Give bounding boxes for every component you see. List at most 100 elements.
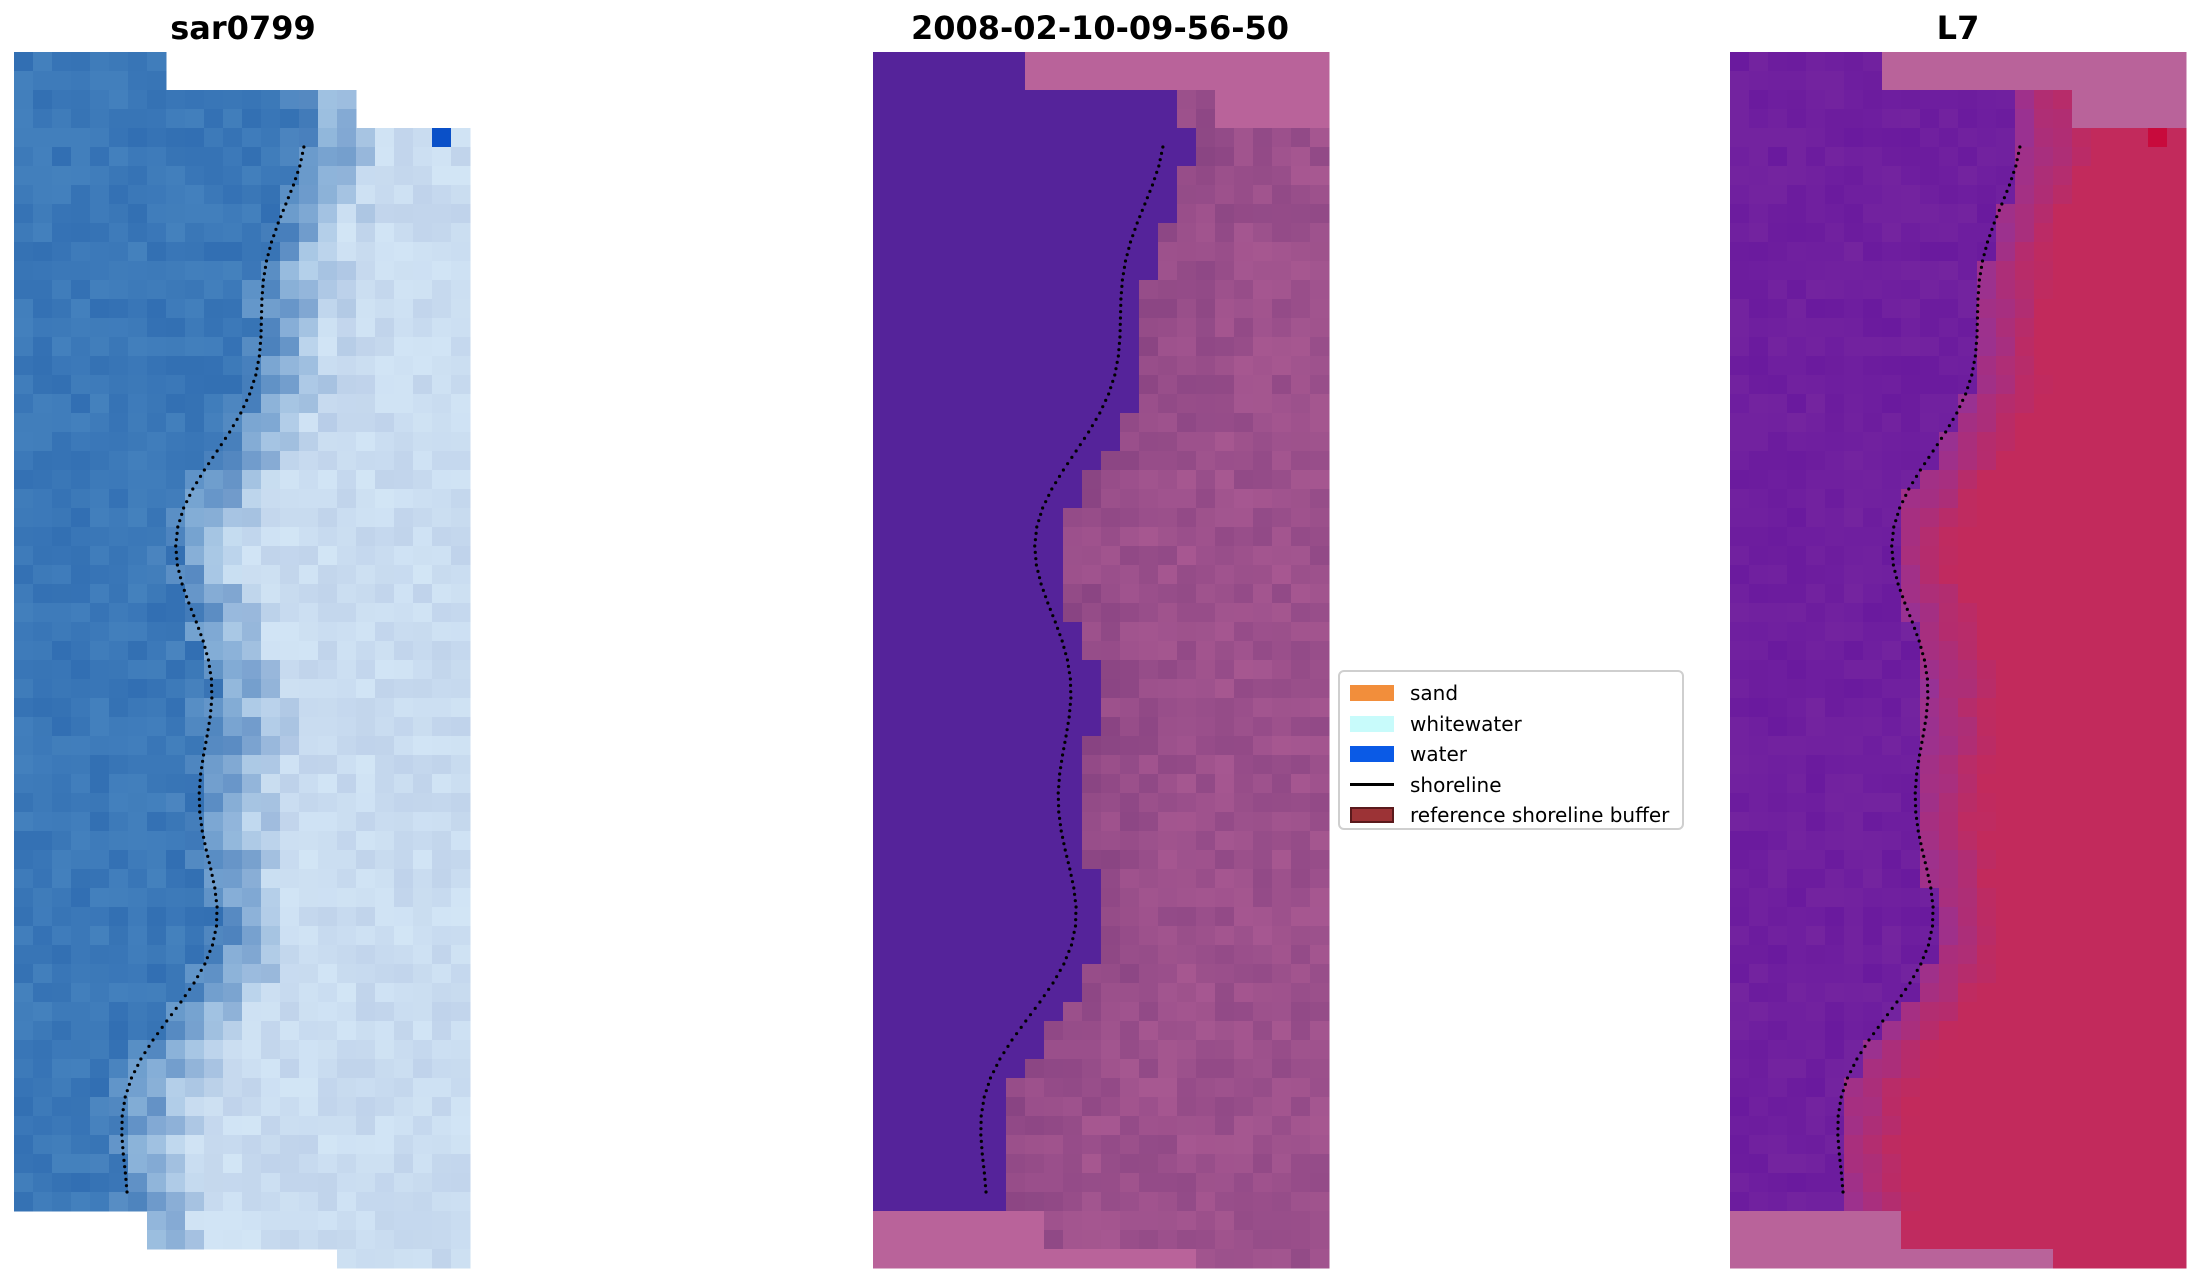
- pixel-block: [1977, 90, 1997, 110]
- pixel-block: [1977, 584, 1997, 604]
- pixel-block: [71, 299, 91, 319]
- pixel-block: [1730, 1249, 1750, 1269]
- pixel-block: [2034, 147, 2054, 167]
- pixel-block: [394, 546, 414, 566]
- pixel-block: [1901, 983, 1921, 1003]
- pixel-block: [2091, 356, 2111, 376]
- pixel-block: [1044, 451, 1064, 471]
- pixel-block: [1730, 147, 1750, 167]
- pixel-block: [1844, 52, 1864, 72]
- shoreline-point: [2009, 177, 2014, 181]
- shoreline-point: [1893, 569, 1897, 573]
- pixel-block: [52, 736, 72, 756]
- pixel-block: [413, 508, 433, 528]
- pixel-block: [949, 1078, 969, 1098]
- pixel-block: [1977, 1154, 1997, 1174]
- pixel-block: [1996, 204, 2016, 224]
- pixel-block: [1044, 926, 1064, 946]
- pixel-block: [2167, 641, 2187, 661]
- shoreline-point: [1123, 259, 1128, 263]
- pixel-block: [2167, 1097, 2187, 1117]
- pixel-block: [337, 964, 357, 984]
- pixel-block: [1806, 394, 1826, 414]
- shoreline-point: [121, 1108, 125, 1112]
- pixel-block: [2053, 622, 2073, 642]
- pixel-block: [1825, 1135, 1845, 1155]
- pixel-block: [1177, 945, 1197, 965]
- pixel-block: [1158, 90, 1178, 110]
- pixel-block: [1901, 299, 1921, 319]
- pixel-block: [2148, 622, 2168, 642]
- pixel-block: [1196, 831, 1216, 851]
- pixel-block: [1044, 603, 1064, 623]
- shoreline-point: [1925, 702, 1929, 706]
- pixel-block: [318, 1078, 338, 1098]
- pixel-block: [930, 261, 950, 281]
- pixel-block: [52, 565, 72, 585]
- shoreline-point: [263, 265, 268, 269]
- pixel-block: [2091, 793, 2111, 813]
- shoreline-point: [248, 392, 252, 396]
- pixel-block: [432, 983, 452, 1003]
- pixel-block: [1787, 128, 1807, 148]
- pixel-block: [71, 1116, 91, 1136]
- shoreline-point: [1921, 734, 1925, 738]
- pixel-block: [1101, 546, 1121, 566]
- pixel-block: [71, 888, 91, 908]
- pixel-block: [432, 280, 452, 300]
- pixel-block: [911, 1116, 931, 1136]
- pixel-block: [949, 451, 969, 471]
- shoreline-point: [1101, 405, 1105, 409]
- pixel-block: [1272, 356, 1292, 376]
- pixel-block: [2091, 565, 2111, 585]
- pixel-block: [1882, 736, 1902, 756]
- pixel-block: [1272, 679, 1292, 699]
- pixel-block: [33, 1192, 53, 1212]
- pixel-block: [451, 337, 471, 357]
- pixel-block: [1044, 489, 1064, 509]
- pixel-block: [1882, 470, 1902, 490]
- pixel-block: [2053, 204, 2073, 224]
- pixel-block: [1882, 52, 1902, 72]
- pixel-block: [2129, 850, 2149, 870]
- pixel-block: [1253, 736, 1273, 756]
- pixel-block: [2072, 926, 2092, 946]
- pixel-block: [1749, 1002, 1769, 1022]
- pixel-block: [1177, 299, 1197, 319]
- pixel-block: [451, 831, 471, 851]
- shoreline-point: [1072, 930, 1076, 934]
- pixel-block: [2110, 584, 2130, 604]
- pixel-block: [1272, 964, 1292, 984]
- pixel-block: [242, 755, 262, 775]
- pixel-block: [949, 755, 969, 775]
- pixel-block: [1120, 1116, 1140, 1136]
- pixel-block: [1996, 185, 2016, 205]
- pixel-block: [280, 470, 300, 490]
- pixel-block: [223, 888, 243, 908]
- pixel-block: [1101, 926, 1121, 946]
- pixel-block: [337, 109, 357, 129]
- pixel-block: [1939, 850, 1959, 870]
- pixel-block: [968, 318, 988, 338]
- pixel-block: [1082, 1230, 1102, 1250]
- pixel-block: [394, 869, 414, 889]
- pixel-block: [1139, 299, 1159, 319]
- pixel-block: [52, 698, 72, 718]
- pixel-block: [90, 812, 110, 832]
- pixel-block: [911, 337, 931, 357]
- pixel-block: [1215, 394, 1235, 414]
- pixel-block: [1044, 356, 1064, 376]
- pixel-block: [1939, 1249, 1959, 1269]
- pixel-block: [1063, 755, 1083, 775]
- pixel-block: [2167, 812, 2187, 832]
- pixel-block: [451, 964, 471, 984]
- pixel-block: [375, 774, 395, 794]
- shoreline-point: [1995, 215, 1999, 219]
- pixel-block: [1787, 1173, 1807, 1193]
- pixel-block: [1006, 1059, 1026, 1079]
- pixel-block: [2034, 90, 2054, 110]
- pixel-block: [1025, 869, 1045, 889]
- pixel-block: [1939, 622, 1959, 642]
- pixel-block: [1787, 945, 1807, 965]
- pixel-block: [1882, 413, 1902, 433]
